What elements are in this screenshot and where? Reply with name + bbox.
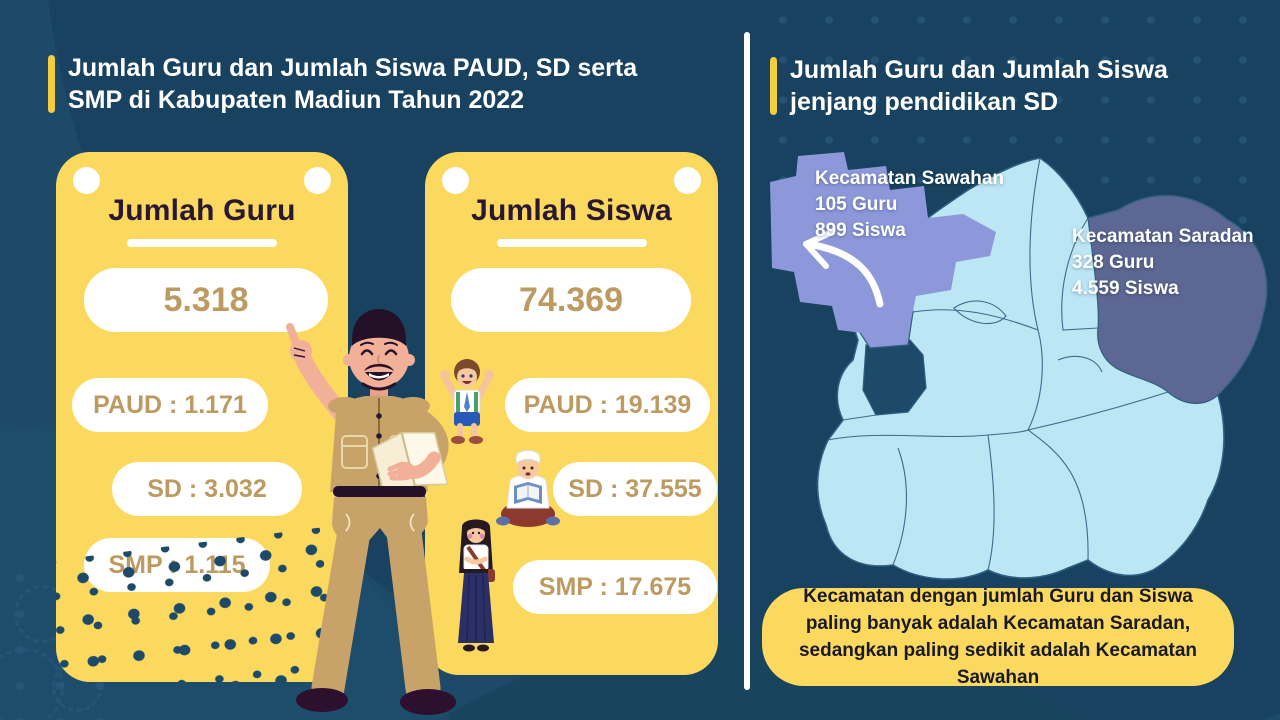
saradan-guru: 328 Guru <box>1072 252 1155 273</box>
card-pin-dot <box>442 167 469 194</box>
guru-card-title: Jumlah Guru <box>108 194 296 227</box>
saradan-siswa: 4.559 Siswa <box>1072 278 1179 299</box>
saradan-label: Kecamatan Saradan 328 Guru 4.559 Siswa <box>1072 224 1254 302</box>
siswa-paud-pill: PAUD : 19.139 <box>505 378 710 432</box>
left-title-line-1: Jumlah Guru dan Jumlah Siswa PAUD, SD se… <box>68 54 638 82</box>
girl-student-illustration <box>458 519 495 652</box>
siswa-sd-pill: SD : 37.555 <box>553 462 717 516</box>
guru-paud-pill: PAUD : 1.171 <box>72 378 268 432</box>
sawahan-siswa: 899 Siswa <box>815 220 906 241</box>
guru-total-pill: 5.318 <box>84 268 328 332</box>
jumping-boy-illustration <box>440 359 494 444</box>
panel-divider <box>744 32 750 690</box>
guru-card: Jumlah Guru 5.318 PAUD : 1.171 SD : 3.03… <box>56 152 348 682</box>
right-title-line-1: Jumlah Guru dan Jumlah Siswa <box>790 56 1168 84</box>
sawahan-label: Kecamatan Sawahan 105 Guru 899 Siswa <box>815 166 1004 244</box>
card-pin-dot <box>304 167 331 194</box>
sawahan-guru: 105 Guru <box>815 194 898 215</box>
right-panel-title: Jumlah Guru dan Jumlah Siswa jenjang pen… <box>770 54 1168 118</box>
title-underline <box>496 239 647 247</box>
left-title-line-2: SMP di Kabupaten Madiun Tahun 2022 <box>68 86 525 114</box>
district-borders <box>827 157 1169 571</box>
card-pin-dot <box>73 167 100 194</box>
left-panel-title: Jumlah Guru dan Jumlah Siswa PAUD, SD se… <box>48 52 637 116</box>
right-title-line-2: jenjang pendidikan SD <box>790 88 1059 116</box>
saradan-region <box>1087 194 1268 404</box>
kota-madiun-enclave <box>862 339 927 416</box>
title-accent-bar <box>48 55 55 113</box>
teacher-illustration <box>286 309 456 715</box>
siswa-smp-pill: SMP : 17.675 <box>513 560 717 614</box>
saradan-name: Kecamatan Saradan <box>1072 226 1254 247</box>
reading-boy-illustration <box>496 450 560 527</box>
madiun-district-map <box>770 152 1268 580</box>
sawahan-arrow <box>803 229 884 308</box>
card-pin-dot <box>674 167 701 194</box>
siswa-card-title: Jumlah Siswa <box>471 194 672 227</box>
sawahan-name: Kecamatan Sawahan <box>815 168 1005 189</box>
conclusion-note: Kecamatan dengan jumlah Guru dan Siswa p… <box>762 586 1234 688</box>
peci-cap <box>352 309 406 346</box>
title-accent-bar <box>770 57 777 115</box>
guru-sd-pill: SD : 3.032 <box>112 462 302 516</box>
siswa-total-pill: 74.369 <box>451 268 691 332</box>
title-underline <box>127 239 277 247</box>
sawahan-enlarged-shape <box>770 152 996 334</box>
